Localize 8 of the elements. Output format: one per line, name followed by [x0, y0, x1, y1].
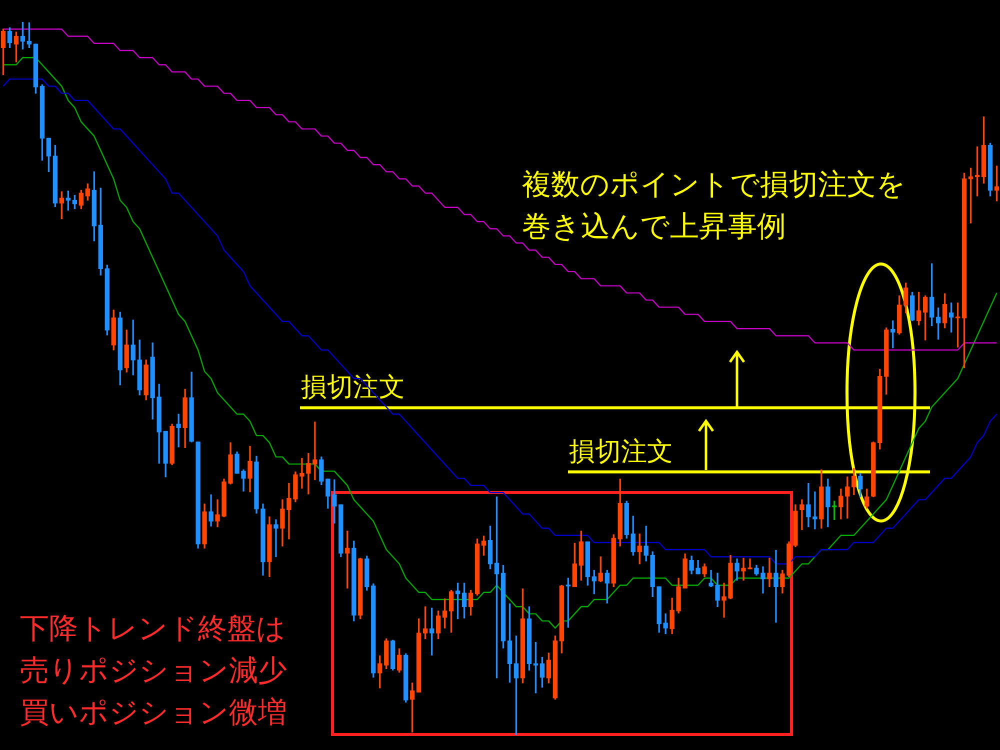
- candlestick: [800, 499, 804, 530]
- candlestick: [774, 550, 778, 623]
- ref-line-label: 損切注文: [569, 436, 673, 467]
- annotation: 下降トレンド終盤は売りポジション減少買いポジション微増: [20, 610, 288, 731]
- candlestick: [767, 558, 772, 588]
- annotation: 複数のポイントで損切注文を巻き込んで上昇事例: [522, 166, 907, 245]
- candlestick: [274, 519, 278, 558]
- candlestick: [176, 414, 181, 448]
